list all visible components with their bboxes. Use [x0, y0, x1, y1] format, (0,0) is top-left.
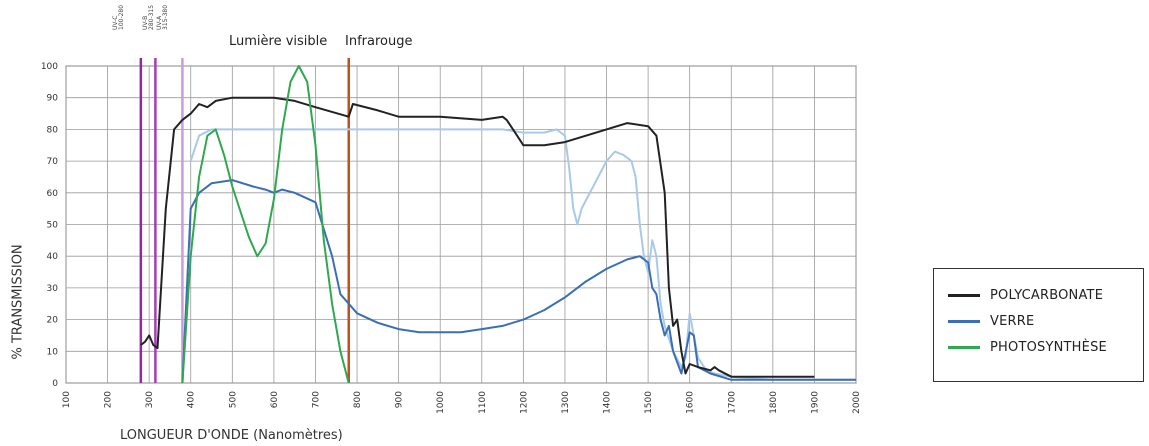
- y-tick-label: 20: [47, 316, 59, 326]
- uva-label: UV-A 315-380: [156, 4, 169, 30]
- chart-legend: POLYCARBONATE VERRE PHOTOSYNTHÈSE: [933, 268, 1144, 382]
- x-tick-label: 300: [145, 391, 155, 408]
- y-tick-label: 80: [47, 125, 59, 135]
- x-tick-label: 800: [353, 391, 363, 408]
- x-tick-label: 700: [311, 391, 321, 408]
- y-tick-label: 40: [47, 252, 59, 262]
- x-tick-label: 1300: [561, 391, 571, 414]
- x-axis-label: LONGUEUR D'ONDE (Nanomètres): [120, 428, 343, 443]
- x-tick-label: 1400: [603, 391, 613, 414]
- range-markers: [139, 58, 350, 383]
- legend-label: POLYCARBONATE: [990, 287, 1104, 303]
- x-tick-label: 1500: [644, 391, 654, 414]
- x-tick-label: 1800: [769, 391, 779, 414]
- x-tick-label: 900: [395, 391, 405, 408]
- legend-swatch: [948, 293, 980, 297]
- x-tick-label: 400: [187, 391, 197, 408]
- x-tick-label: 200: [104, 391, 114, 408]
- uvc-label: UV-C 100-280: [112, 4, 125, 30]
- legend-swatch: [948, 345, 980, 349]
- x-tick-label: 2000: [852, 391, 862, 414]
- series-line: [189, 128, 856, 381]
- series-line: [181, 65, 350, 384]
- legend-label: PHOTOSYNTHÈSE: [990, 339, 1107, 355]
- uvb-label: UV-B 280-315: [142, 4, 155, 30]
- x-tick-label: 100: [62, 391, 72, 408]
- y-tick-label: 50: [47, 221, 59, 231]
- x-tick-label: 1000: [436, 391, 446, 414]
- legend-item-verre: VERRE: [948, 310, 1034, 332]
- x-tick-label: 600: [270, 391, 280, 408]
- y-tick-label: 0: [52, 379, 58, 389]
- x-tick-label: 500: [228, 391, 238, 408]
- x-tick-label: 1100: [478, 391, 488, 414]
- y-axis-label: % TRANSMISSION: [10, 244, 26, 360]
- y-tick-label: 10: [47, 347, 59, 357]
- series-lines: [140, 65, 856, 384]
- visible-light-label: Lumière visible: [229, 34, 328, 49]
- y-tick-label: 70: [47, 157, 59, 167]
- y-tick-label: 30: [47, 284, 59, 294]
- axis-ticks: 0 10 20 30 40 50 60 70 80 90 100 100 200 300 400 500 600…: [41, 62, 862, 414]
- legend-swatch: [948, 319, 980, 323]
- x-tick-label: 1600: [686, 391, 696, 414]
- x-tick-label: 1700: [727, 391, 737, 414]
- y-tick-label: 100: [41, 62, 58, 72]
- infrared-label: Infrarouge: [345, 34, 413, 49]
- series-line: [140, 96, 815, 378]
- y-tick-label: 90: [47, 94, 59, 104]
- legend-item-polycarbonate: POLYCARBONATE: [948, 284, 1103, 306]
- x-tick-label: 1200: [519, 391, 529, 414]
- x-tick-label: 1900: [810, 391, 820, 414]
- legend-item-photosynthese: PHOTOSYNTHÈSE: [948, 336, 1107, 358]
- y-tick-label: 60: [47, 189, 59, 199]
- legend-label: VERRE: [990, 313, 1035, 329]
